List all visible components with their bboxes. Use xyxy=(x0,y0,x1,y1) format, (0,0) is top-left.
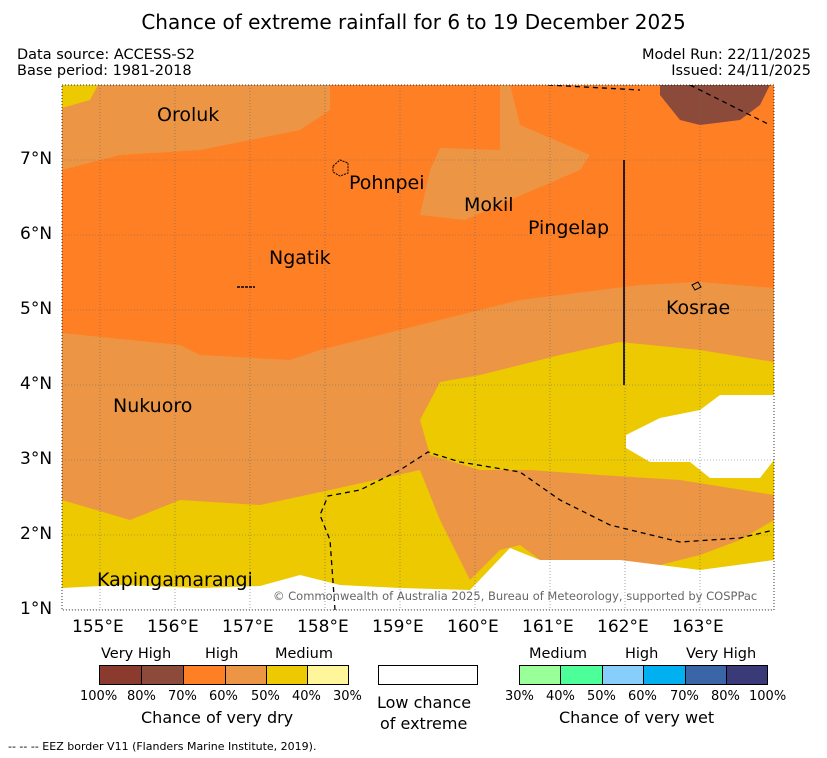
dry-swatch-40-30 xyxy=(307,665,349,685)
place-kosrae: Kosrae xyxy=(666,297,731,319)
lon-label-155e: 155°E xyxy=(72,617,124,637)
place-kapingamarangi: Kapingamarangi xyxy=(97,569,253,591)
wet-tick-30: 30% xyxy=(505,689,534,704)
wet-tick-80: 80% xyxy=(711,689,740,704)
eez-border xyxy=(319,85,774,610)
wet-group-high: High xyxy=(625,646,659,662)
place-pingelap: Pingelap xyxy=(528,217,610,239)
lat-label-5n: 5°N xyxy=(20,299,53,319)
lat-label-6n: 6°N xyxy=(20,224,53,244)
very-high-dry-region xyxy=(660,85,770,125)
low-chance-swatch xyxy=(378,665,478,685)
lon-label-157e: 157°E xyxy=(222,617,274,637)
dry-tick-40: 40% xyxy=(292,689,321,704)
base-period-label: Base period: 1981-2018 xyxy=(17,63,192,79)
lon-label-160e: 160°E xyxy=(447,617,499,637)
dry-group-medium: Medium xyxy=(275,646,333,662)
dry-tick-100: 100% xyxy=(80,689,118,704)
dry-swatch-70-60 xyxy=(183,665,226,685)
low-chance-region-south xyxy=(62,548,774,610)
wet-swatch-80-100 xyxy=(726,665,768,685)
dry-tick-50: 50% xyxy=(251,689,280,704)
lon-label-156e: 156°E xyxy=(147,617,199,637)
eez-border-footnote: -- -- -- EEZ border V11 (Flanders Marine… xyxy=(8,740,317,753)
lon-label-161e: 161°E xyxy=(522,617,574,637)
dry-tick-60: 60% xyxy=(209,689,238,704)
dry-group-high: High xyxy=(205,646,239,662)
dry-tick-80: 80% xyxy=(127,689,156,704)
wet-tick-100: 100% xyxy=(749,689,787,704)
lat-label-1n: 1°N xyxy=(20,599,53,619)
wet-tick-60: 60% xyxy=(628,689,657,704)
dry-legend-caption: Chance of very dry xyxy=(141,708,294,727)
dry-swatch-60-50 xyxy=(225,665,267,685)
data-source-label: Data source: ACCESS-S2 xyxy=(17,47,196,63)
medium-dry-patch xyxy=(455,472,774,545)
dry-tick-30: 30% xyxy=(333,689,362,704)
low-medium-dry-corner xyxy=(62,85,98,108)
wet-group-medium: Medium xyxy=(529,646,587,662)
lat-label-4n: 4°N xyxy=(20,374,53,394)
wet-swatch-60-70 xyxy=(643,665,686,685)
lat-label-2n: 2°N xyxy=(20,524,53,544)
wet-legend-caption: Chance of very wet xyxy=(559,708,715,727)
place-mokil: Mokil xyxy=(464,194,514,216)
lon-label-159e: 159°E xyxy=(372,617,424,637)
lat-label-3n: 3°N xyxy=(20,449,53,469)
lon-label-163e: 163°E xyxy=(672,617,724,637)
lat-label-7n: 7°N xyxy=(20,149,53,169)
dry-tick-70: 70% xyxy=(168,689,197,704)
pohnpei-island xyxy=(332,159,349,177)
wet-swatch-50-60 xyxy=(602,665,644,685)
wet-tick-50: 50% xyxy=(587,689,616,704)
map-title: Chance of extreme rainfall for 6 to 19 D… xyxy=(141,10,686,34)
wet-swatch-30-40 xyxy=(519,665,561,685)
low-chance-caption-1: Low chance xyxy=(377,693,472,712)
medium-dry-region-north xyxy=(62,85,590,220)
lon-label-158e: 158°E xyxy=(297,617,349,637)
kosrae-island xyxy=(691,281,702,291)
model-run-label: Model Run: 22/11/2025 xyxy=(641,47,811,63)
place-oroluk: Oroluk xyxy=(157,104,220,126)
low-chance-caption-2: of extreme xyxy=(380,714,468,733)
wet-swatch-40-50 xyxy=(560,665,603,685)
lon-label-162e: 162°E xyxy=(597,617,649,637)
dry-swatch-80-70 xyxy=(141,665,184,685)
wet-tick-40: 40% xyxy=(546,689,575,704)
graticule xyxy=(62,85,774,610)
wet-tick-70: 70% xyxy=(670,689,699,704)
dry-swatch-50-40 xyxy=(266,665,308,685)
wet-swatch-70-80 xyxy=(685,665,727,685)
rainfall-map xyxy=(61,84,775,611)
dry-group-very-high: Very High xyxy=(101,646,172,662)
dry-swatch-100-80 xyxy=(99,665,142,685)
place-pohnpei: Pohnpei xyxy=(349,172,425,194)
place-ngatik: Ngatik xyxy=(269,247,331,269)
copyright-notice: © Commonwealth of Australia 2025, Bureau… xyxy=(273,589,758,603)
map-frame xyxy=(61,84,775,611)
wet-group-very-high: Very High xyxy=(686,646,757,662)
issued-label: Issued: 24/11/2025 xyxy=(671,63,811,79)
place-nukuoro: Nukuoro xyxy=(113,395,193,417)
